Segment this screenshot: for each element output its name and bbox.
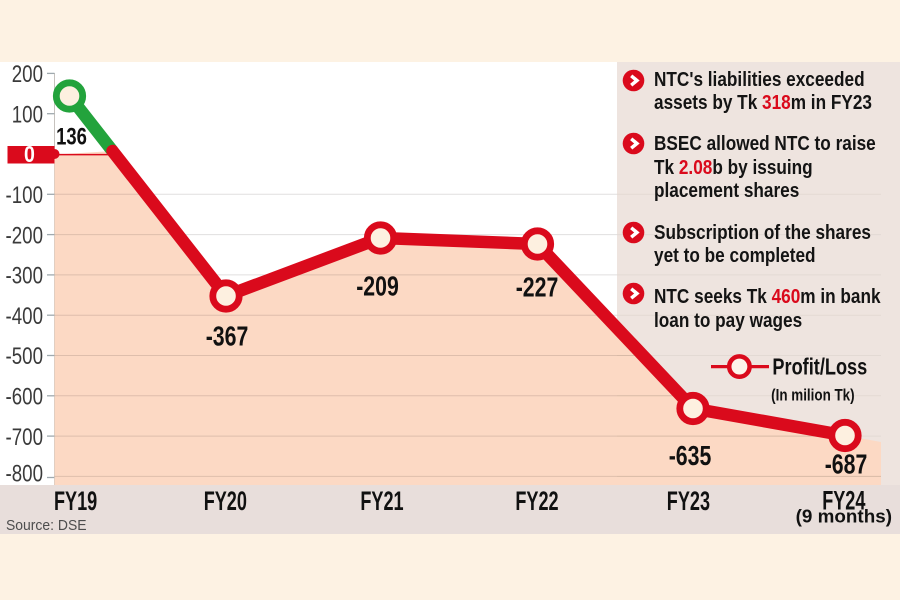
- svg-text:FY19: FY19: [54, 485, 97, 516]
- svg-text:-100: -100: [6, 182, 43, 209]
- svg-text:-600: -600: [6, 383, 43, 410]
- svg-text:100: 100: [12, 101, 43, 128]
- svg-text:FY24: FY24: [822, 485, 865, 516]
- svg-text:FY20: FY20: [204, 485, 247, 516]
- svg-text:(9 months): (9 months): [796, 505, 892, 526]
- svg-text:-300: -300: [6, 262, 43, 289]
- svg-text:FY21: FY21: [360, 485, 403, 516]
- svg-text:-209: -209: [356, 271, 399, 303]
- svg-text:-700: -700: [6, 424, 43, 451]
- svg-text:-227: -227: [516, 272, 559, 304]
- svg-text:200: 200: [12, 61, 43, 88]
- svg-text:-367: -367: [206, 321, 249, 353]
- svg-text:-200: -200: [6, 222, 43, 249]
- svg-text:FY22: FY22: [515, 485, 558, 516]
- svg-text:-400: -400: [6, 303, 43, 330]
- svg-text:Source: DSE: Source: DSE: [6, 518, 87, 535]
- svg-text:-800: -800: [6, 461, 43, 488]
- svg-text:136: 136: [56, 123, 87, 150]
- svg-text:-635: -635: [669, 440, 712, 472]
- svg-text:0: 0: [24, 142, 35, 168]
- svg-text:-687: -687: [825, 449, 868, 481]
- svg-text:Profit/Loss: Profit/Loss: [772, 354, 867, 380]
- svg-text:-500: -500: [6, 343, 43, 370]
- svg-text:FY23: FY23: [667, 485, 710, 516]
- svg-text:(In milion Tk): (In milion Tk): [771, 386, 854, 405]
